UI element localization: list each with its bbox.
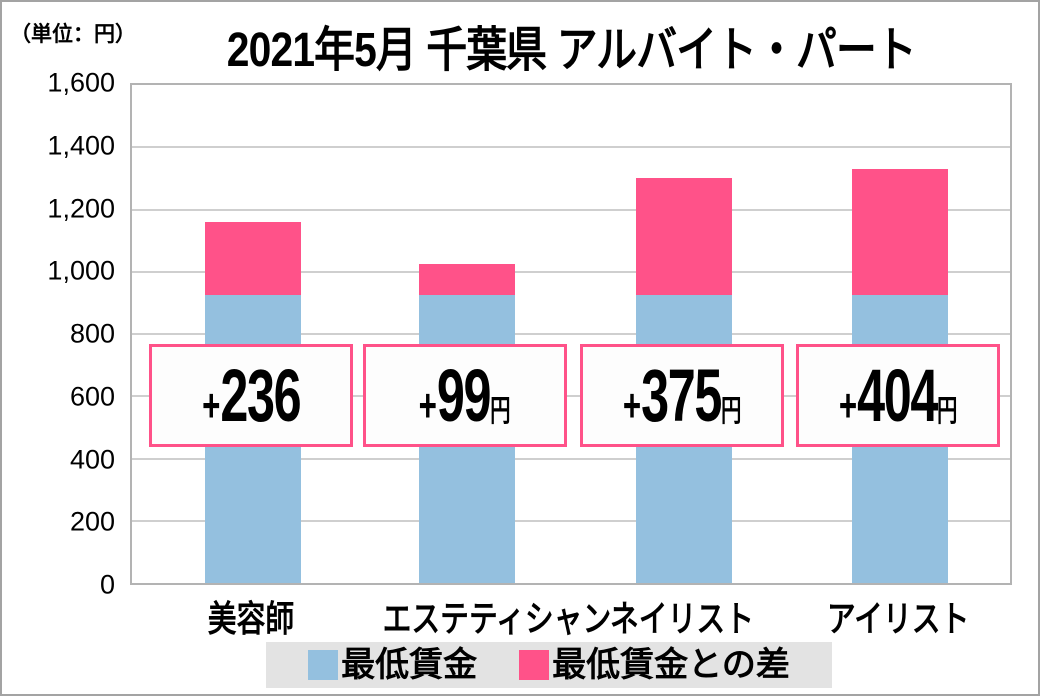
x-label-text: エステティシャン: [382, 598, 612, 639]
bar-エステティシャン: [419, 85, 515, 583]
x-label-ネイリスト: ネイリスト: [571, 590, 793, 642]
annotation-box-エステティシャン: +99円: [363, 344, 567, 447]
bar-ネイリスト: [636, 85, 732, 583]
annotation-text: +375円: [622, 358, 742, 433]
y-tick-label: 1,400: [47, 130, 115, 161]
annotation-box-アイリスト: +404円: [796, 344, 1000, 447]
legend-label: 最低賃金: [341, 646, 478, 684]
unit-label: （単位：円）: [10, 23, 136, 46]
annotation-prefix: +: [419, 378, 438, 431]
annotation-value: 404: [856, 353, 938, 437]
legend-swatch: [308, 650, 339, 680]
bar-segment-diff: [636, 178, 732, 296]
chart-title: 2021年5月 千葉県 アルバイト・パート: [130, 10, 1012, 80]
x-label-text: 美容師: [207, 598, 295, 639]
annotation-prefix: +: [622, 378, 641, 431]
x-label-アイリスト: アイリスト: [787, 590, 1009, 642]
gridline-1,000: [132, 270, 1010, 273]
annotation-value: 236: [220, 353, 301, 437]
y-tick-label: 400: [69, 444, 115, 474]
x-label-美容師: 美容師: [140, 590, 362, 642]
legend-item-最低賃金: 最低賃金: [308, 648, 477, 682]
bar-アイリスト: [852, 85, 948, 583]
y-tick-label: 0: [99, 569, 115, 600]
annotation-box-ネイリスト: +375円: [580, 344, 784, 447]
annotation-prefix: +: [201, 378, 221, 431]
plot-area: [130, 83, 1012, 585]
annotation-prefix: +: [838, 378, 857, 431]
bar-美容師: [205, 85, 301, 583]
y-tick-label: 1,600: [47, 67, 115, 98]
annotation-text: +236: [201, 358, 302, 433]
legend: 最低賃金 最低賃金との差: [266, 642, 832, 688]
x-label-text: ネイリスト: [609, 598, 754, 639]
annotation-suffix: 円: [720, 394, 742, 428]
gridline-1,400: [132, 146, 1010, 149]
gridline-200: [132, 519, 1010, 522]
annotation-text: +99円: [419, 358, 511, 433]
gridline-600: [132, 395, 1010, 398]
legend-label: 最低賃金との差: [552, 646, 790, 684]
y-tick-label: 800: [69, 318, 115, 349]
y-tick-label: 600: [69, 381, 115, 412]
y-tick-label: 1,000: [47, 255, 115, 286]
gridline-800: [132, 333, 1010, 335]
chart-title-text: 2021年5月 千葉県 アルバイト・パート: [226, 24, 916, 77]
y-tick-label: 1,200: [47, 193, 115, 223]
bar-segment-diff: [419, 264, 515, 296]
x-label-text: アイリスト: [826, 598, 970, 639]
gridline-400: [132, 457, 1010, 460]
bar-segment-diff: [852, 169, 948, 296]
annotation-text: +404円: [838, 358, 958, 433]
annotation-value: 99: [437, 353, 492, 437]
legend-item-最低賃金との差: 最低賃金との差: [519, 648, 790, 682]
x-label-エステティシャン: エステティシャン: [354, 590, 612, 642]
bar-segment-diff: [205, 221, 301, 296]
annotation-value: 375: [640, 353, 722, 437]
annotation-suffix: 円: [490, 394, 511, 428]
legend-swatch: [519, 650, 550, 680]
annotation-suffix: 円: [936, 394, 958, 428]
gridline-1,200: [132, 208, 1010, 211]
y-tick-label: 200: [69, 506, 115, 537]
annotation-box-美容師: +236: [149, 344, 353, 447]
